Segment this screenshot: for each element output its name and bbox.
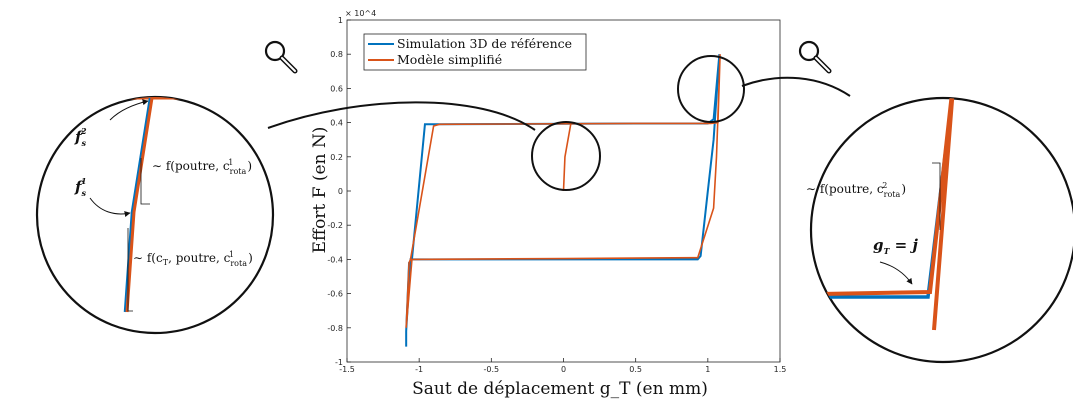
y-tick-label: -1 (335, 358, 343, 367)
x-tick-label: -0.5 (484, 365, 500, 374)
y-tick-label: 0 (338, 187, 343, 196)
connector-right (741, 76, 851, 97)
ann-slope-2: ∼ f(c (133, 251, 163, 265)
x-tick-label: -1 (415, 365, 423, 374)
connector-left (267, 101, 536, 131)
y-multiplier: × 10^4 (345, 9, 376, 18)
legend-label-1: Simulation 3D de référence (397, 36, 572, 51)
zoom-circle-top (677, 55, 745, 123)
x-axis-label: Saut de déplacement g_T (en mm) (412, 379, 708, 399)
y-axis-label: Effort F (en N) (310, 127, 330, 254)
x-tick-label: 1.5 (774, 365, 787, 374)
legend-label-2: Modèle simplifié (397, 52, 502, 67)
y-tick-label: -0.4 (327, 255, 343, 264)
svg-text:fs1: fs1 (74, 176, 87, 198)
legend: Simulation 3D de référence Modèle simpli… (363, 33, 587, 71)
ann-slope-1: ∼ f(poutre, c (152, 159, 230, 173)
magnifier-icon (798, 40, 832, 74)
x-tick-label: 1 (705, 365, 710, 374)
y-tick-label: -0.6 (327, 290, 343, 299)
y-tick-label: 0.6 (330, 84, 343, 93)
zoom-left: fs2 fs1 ∼ f(poutre, crota1) ∼ f(cT, pout… (35, 95, 275, 335)
series-group (405, 54, 721, 347)
series-line-1 (405, 54, 721, 347)
svg-text:fs2: fs2 (74, 126, 87, 148)
svg-text:∼ f(poutre, crota2): ∼ f(poutre, crota2) (806, 181, 906, 199)
y-tick-label: 1 (338, 16, 343, 25)
series-line-3 (562, 124, 572, 192)
x-tick-label: 0 (561, 365, 566, 374)
svg-text:gT = j: gT = j (873, 236, 918, 256)
x-tick-label: 0.5 (629, 365, 642, 374)
x-tick-label: -1.5 (339, 365, 355, 374)
y-tick-label: 0.4 (330, 119, 343, 128)
ann-f2: f (74, 128, 84, 146)
magnifier-icon (264, 40, 298, 74)
y-tick-label: -0.2 (327, 221, 343, 230)
svg-text:∼ f(poutre, crota1): ∼ f(poutre, crota1) (152, 158, 252, 176)
y-tick-label: 0.8 (330, 50, 343, 59)
zoom-right: ∼ f(poutre, crota2) gT = j (806, 96, 1073, 364)
svg-text:∼ f(cT, poutre, crota1): ∼ f(cT, poutre, crota1) (133, 250, 253, 268)
ticks: -1.5 -1 -0.5 0 0.5 1 1.5-1-0.8-0.6-0.4-0.200.2… (327, 16, 786, 374)
series-line-2 (405, 54, 721, 328)
y-tick-label: -0.8 (327, 324, 343, 333)
ann-gt: g (873, 236, 884, 254)
y-tick-label: 0.2 (330, 153, 343, 162)
ann-f1: f (74, 178, 84, 196)
zoom-circle-center (531, 121, 601, 191)
ann-slope-right: ∼ f(poutre, c (806, 182, 884, 196)
